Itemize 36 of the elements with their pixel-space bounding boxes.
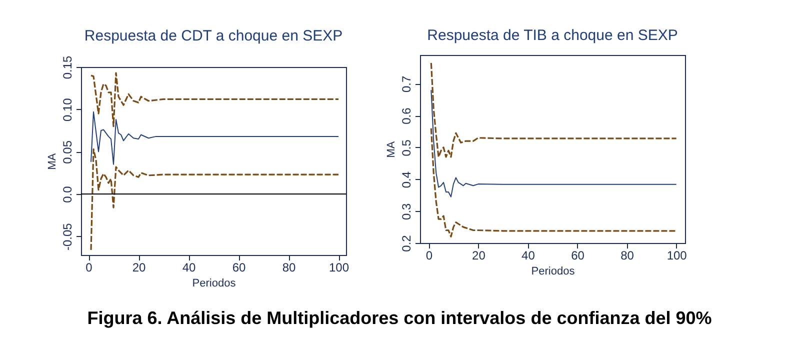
x-tick-label: 80 xyxy=(620,248,634,262)
chart-title: Respuesta de CDT a choque en SEXP xyxy=(84,27,343,44)
x-tick-label: 0 xyxy=(86,260,93,274)
x-tick-label: 20 xyxy=(472,248,486,262)
y-tick-label: 0.0 xyxy=(60,186,74,203)
y-tick-label: 0.10 xyxy=(60,98,74,122)
y-axis-title: MA xyxy=(46,152,58,170)
y-tick-label: 0.6 xyxy=(400,107,414,124)
y-tick-label: 0.4 xyxy=(400,171,414,188)
chart-title: Respuesta de TIB a choque en SEXP xyxy=(427,27,678,44)
x-tick-label: 40 xyxy=(182,260,196,274)
y-tick-label: -0.05 xyxy=(60,222,74,251)
y-tick-label: 0.05 xyxy=(60,140,74,164)
y-tick-label: 0.7 xyxy=(400,76,414,93)
y-axis-title: MA xyxy=(386,140,398,158)
line-series xyxy=(430,90,677,198)
y-tick-label: 0.15 xyxy=(60,56,74,80)
line-series xyxy=(90,111,339,165)
x-tick-label: 100 xyxy=(666,248,688,262)
y-tick-label: 0.3 xyxy=(400,202,414,220)
line-series xyxy=(430,127,678,238)
y-tick-label: 0.2 xyxy=(400,234,414,252)
line-series xyxy=(90,72,340,128)
x-tick-label: 20 xyxy=(132,260,146,274)
y-tick-label: 0.5 xyxy=(400,139,414,156)
x-axis-title: Periodos xyxy=(192,278,236,290)
x-tick-label: 100 xyxy=(328,260,350,274)
x-tick-label: 0 xyxy=(426,248,433,262)
x-axis-title: Periodos xyxy=(531,266,576,278)
text: Figura 6. Análisis de Multiplicadores con intervalos de confianza del 90% xyxy=(86,308,713,329)
x-tick-label: 60 xyxy=(571,248,585,262)
x-tick-label: 60 xyxy=(232,260,246,274)
line-series xyxy=(430,62,678,158)
x-tick-label: 80 xyxy=(282,260,296,274)
x-tick-label: 40 xyxy=(522,248,536,262)
line-series xyxy=(90,148,340,251)
